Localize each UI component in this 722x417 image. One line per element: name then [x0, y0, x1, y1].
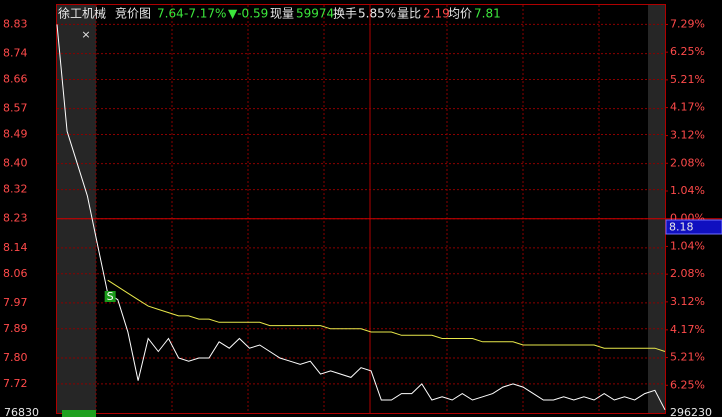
y2-tick-label: 6.25%: [670, 378, 705, 391]
y-tick-label: 8.32: [3, 183, 28, 196]
y-tick-label: 8.66: [3, 72, 28, 85]
signal-box: [104, 291, 116, 302]
y2-tick-label: 4.17%: [670, 101, 705, 114]
y2-tick-label: 3.12%: [670, 129, 705, 142]
y-tick-label: 7.97: [3, 296, 28, 309]
series-line: [107, 279, 666, 352]
y-tick-label: 8.06: [3, 267, 28, 280]
price: 7.64: [157, 7, 184, 21]
series-line: [56, 24, 666, 411]
plot-frame: [56, 4, 666, 414]
y-tick-label: 8.23: [3, 212, 28, 225]
header: 徐工机械 竞价图 7.64 -7.17% ▼-0.59 现量 59974 换手 …: [58, 6, 501, 21]
y-tick-label: 8.57: [3, 102, 28, 115]
stock-name: 徐工机械: [58, 6, 106, 21]
cursor-label: 8.18: [669, 221, 694, 234]
chart-kind: 竞价图: [115, 7, 151, 21]
volume-bar: [62, 410, 96, 417]
stat-label: 量比: [397, 7, 421, 21]
change-pct: -7.17%: [184, 7, 226, 21]
y2-tick-label: 3.12%: [670, 295, 705, 308]
stat-value: 5.85%: [358, 7, 396, 21]
stat-value: 59974: [296, 7, 334, 21]
signal-label: S: [107, 290, 114, 303]
stat-label: 均价: [448, 7, 472, 21]
y2-tick-label: 2.08%: [670, 156, 705, 169]
stat-value: 7.81: [474, 7, 501, 21]
y-tick-label: 8.49: [3, 128, 28, 141]
y2-tick-label: 2.08%: [670, 267, 705, 280]
y2-tick-label: 6.25%: [670, 45, 705, 58]
y2-tick-label: 1.04%: [670, 184, 705, 197]
y2-tick-label: 4.17%: [670, 323, 705, 336]
volume-right-label: 296230: [670, 406, 712, 417]
y2-tick-label: 7.29%: [670, 17, 705, 30]
cursor-box: [665, 219, 722, 235]
stat-label: 现量: [270, 7, 294, 21]
y-tick-label: 7.72: [3, 377, 28, 390]
y2-tick-label: 5.21%: [670, 73, 705, 86]
vertical-grid: [95, 5, 600, 413]
auction-shade: [648, 5, 665, 413]
auction-shade: [57, 5, 96, 413]
stat-label: 换手: [333, 7, 357, 21]
volume-left-label: 76830: [4, 406, 39, 417]
y-tick-label: 7.89: [3, 322, 28, 335]
y-tick-label: 7.80: [3, 351, 28, 364]
y2-tick-label: 5.21%: [670, 351, 705, 364]
y-tick-label: 8.83: [3, 17, 28, 30]
y-tick-label: 8.40: [3, 157, 28, 170]
stat-value: 2.19: [423, 7, 450, 21]
y-tick-label: 8.74: [3, 47, 28, 60]
change: ▼-0.59: [228, 7, 268, 21]
close-marker: ×: [81, 28, 90, 41]
y2-tick-label: 1.04%: [670, 239, 705, 252]
y-tick-label: 8.14: [3, 241, 28, 254]
